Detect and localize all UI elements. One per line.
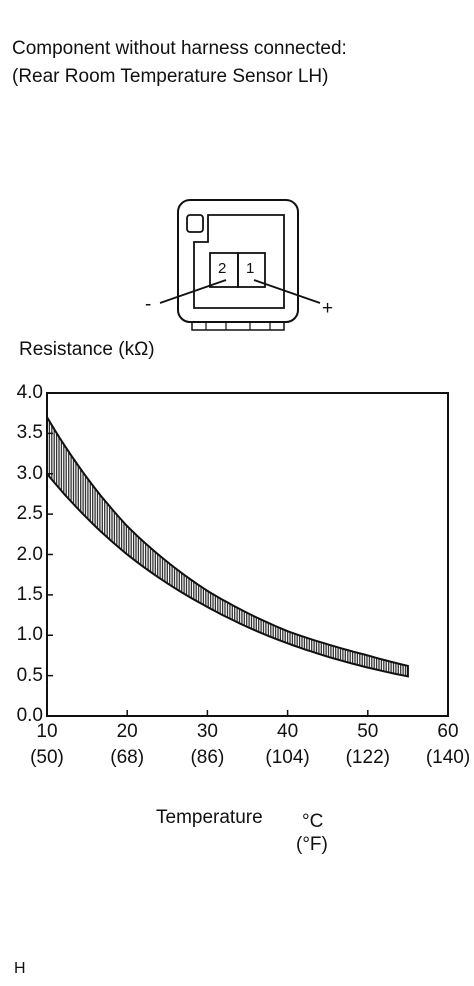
y-tick-label: 3.0	[16, 462, 43, 484]
y-tick-label: 0.5	[16, 664, 43, 686]
connector-inner	[193, 214, 285, 309]
figure-code: H	[14, 960, 26, 977]
x-tick-label-f: (50)	[30, 747, 64, 768]
band-outline	[46, 413, 409, 678]
lock-tab	[186, 214, 204, 233]
x-tick-label-c: 10	[36, 721, 58, 742]
x-tick-label-f: (68)	[110, 747, 145, 768]
connector-body	[177, 199, 299, 323]
resistance-band	[46, 413, 409, 678]
y-tick-label: 1.5	[16, 583, 43, 605]
pin-2-label: 2	[218, 260, 227, 277]
x-tick-label-f: (140)	[425, 747, 471, 768]
x-tick-label-c: 50	[357, 721, 379, 742]
band-hatching	[46, 417, 409, 677]
lead-negative	[159, 279, 227, 304]
x-tick-label-c: 30	[196, 721, 218, 742]
x-axis-unit-c: °C	[302, 811, 324, 832]
connector-ribs	[191, 322, 285, 331]
x-tick-label-c: 20	[116, 721, 138, 742]
y-axis-label: Resistance (kΩ)	[19, 339, 155, 360]
x-tick-label-c: 60	[437, 721, 459, 742]
x-tick-label-c: 40	[277, 721, 299, 742]
plus-label: +	[322, 298, 334, 319]
minus-label: -	[145, 294, 152, 315]
x-tick-label-f: (104)	[265, 747, 310, 768]
chart-frame	[46, 392, 449, 717]
header-line-1: Component without harness connected:	[12, 38, 347, 59]
terminal-1	[237, 252, 266, 288]
y-tick-label: 0.0	[16, 705, 43, 726]
x-tick-label-f: (122)	[345, 747, 390, 768]
y-tick-label: 4.0	[16, 382, 43, 403]
x-axis-unit-f: (°F)	[296, 834, 328, 855]
y-tick-label: 3.5	[16, 422, 43, 444]
x-tick-label-f: (86)	[190, 747, 225, 768]
y-tick-label: 1.0	[16, 624, 43, 646]
x-axis-label: Temperature	[156, 807, 263, 828]
pin-1-label: 1	[246, 260, 255, 277]
header-line-2: (Rear Room Temperature Sensor LH)	[12, 66, 329, 87]
y-tick-label: 2.0	[16, 543, 43, 565]
lead-positive	[253, 279, 321, 304]
y-tick-label: 2.5	[16, 503, 43, 525]
